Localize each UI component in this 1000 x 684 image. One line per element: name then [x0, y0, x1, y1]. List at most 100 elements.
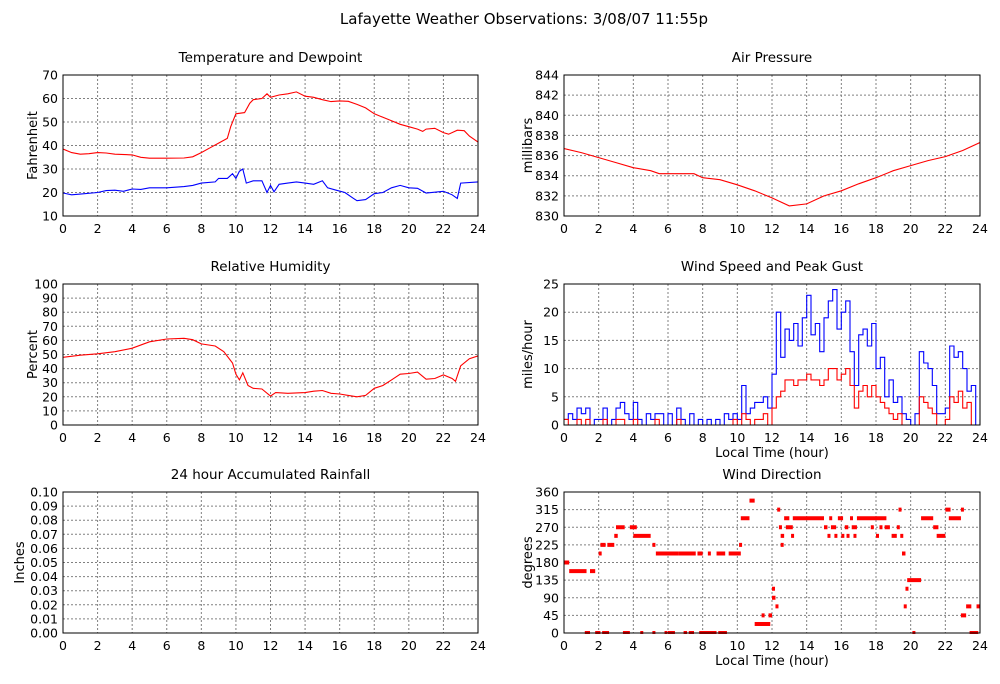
wind-direction-point	[945, 507, 951, 512]
y-tick-label: 0	[551, 626, 559, 641]
wind-direction-point	[834, 533, 838, 538]
plot-frame	[62, 74, 479, 217]
y-tick-label: 0.10	[30, 485, 58, 500]
y-axis-label: Inches	[13, 541, 28, 583]
y-tick-label: 315	[535, 502, 559, 517]
x-tick-label: 24	[470, 221, 486, 236]
y-tick-label: 135	[535, 573, 559, 588]
panel-title: Air Pressure	[732, 50, 812, 66]
x-tick-label: 4	[629, 221, 637, 236]
y-axis-label: miles/hour	[521, 319, 536, 388]
plot-area	[564, 142, 980, 207]
y-tick-label: 0.08	[30, 513, 58, 528]
y-tick-label: 0.07	[30, 527, 58, 542]
x-tick-label: 24	[470, 430, 486, 445]
wind-direction-point	[590, 569, 596, 574]
x-tick-label: 16	[332, 221, 348, 236]
wind-direction-point	[761, 613, 765, 618]
y-tick-label: 40	[42, 138, 58, 153]
wind-direction-point	[837, 516, 844, 521]
wind-direction-point	[846, 533, 850, 538]
wind-direction-point	[960, 507, 964, 512]
x-tick-label: 8	[699, 638, 707, 653]
y-tick-label: 0.06	[30, 541, 58, 556]
x-tick-label: 2	[94, 430, 102, 445]
x-tick-label: 10	[729, 638, 745, 653]
x-tick-label: 6	[163, 221, 171, 236]
y-tick-label: 840	[535, 108, 559, 123]
y-tick-label: 60	[42, 91, 58, 106]
wind-direction-point	[775, 604, 779, 609]
wind-direction-point	[607, 542, 615, 547]
wind-direction-point	[870, 525, 874, 530]
y-tick-label: 80	[42, 305, 58, 320]
wind-direction-point	[898, 507, 902, 512]
panel-title: Wind Speed and Peak Gust	[681, 259, 863, 275]
y-tick-label: 0.09	[30, 499, 58, 514]
x-tick-label: 0	[59, 221, 67, 236]
x-tick-label: 4	[629, 430, 637, 445]
y-tick-label: 5	[551, 389, 559, 404]
wind-direction-point	[740, 516, 750, 521]
y-tick-label: 0.04	[30, 569, 58, 584]
wind-direction-point	[652, 542, 656, 547]
x-tick-label: 20	[401, 430, 417, 445]
y-tick-label: 838	[535, 128, 559, 143]
wind-direction-point	[891, 533, 897, 538]
y-tick-label: 844	[535, 68, 559, 83]
y-tick-label: 70	[42, 319, 58, 334]
x-tick-label: 16	[833, 221, 849, 236]
y-tick-label: 842	[535, 88, 559, 103]
wind-direction-point	[907, 578, 922, 583]
x-axis-label: Local Time (hour)	[715, 446, 829, 461]
y-tick-label: 20	[543, 305, 559, 320]
series-line-relative-humidity	[63, 337, 478, 398]
x-tick-label: 10	[228, 221, 244, 236]
plot-area	[564, 498, 980, 634]
y-tick-label: 10	[543, 361, 559, 376]
x-tick-label: 10	[729, 430, 745, 445]
x-tick-label: 4	[128, 638, 136, 653]
x-tick-label: 6	[163, 638, 171, 653]
y-tick-label: 15	[543, 333, 559, 348]
wind-direction-point	[936, 533, 946, 538]
y-tick-label: 225	[535, 537, 559, 552]
wind-direction-point	[598, 551, 602, 556]
y-tick-label: 30	[42, 375, 58, 390]
y-tick-label: 50	[42, 347, 58, 362]
x-tick-label: 2	[595, 221, 603, 236]
x-tick-label: 16	[833, 638, 849, 653]
series-line-pressure	[564, 142, 980, 207]
main-title: Lafayette Weather Observations: 3/08/07 …	[340, 10, 708, 28]
x-tick-label: 10	[729, 221, 745, 236]
x-tick-label: 6	[664, 638, 672, 653]
series-line-temperature	[63, 91, 478, 159]
y-tick-label: 50	[42, 115, 58, 130]
x-axis-label: Local Time (hour)	[715, 654, 829, 669]
wind-direction-point	[966, 604, 972, 609]
wind-direction-point	[851, 525, 857, 530]
plot-frame	[563, 74, 981, 217]
wind-direction-point	[948, 516, 961, 521]
wind-direction-point	[780, 533, 785, 538]
plot-frame	[62, 283, 479, 426]
y-tick-label: 270	[535, 520, 559, 535]
x-tick-label: 12	[263, 638, 279, 653]
y-tick-label: 0	[551, 418, 559, 433]
x-tick-label: 24	[972, 430, 988, 445]
wind-direction-point	[903, 604, 907, 609]
wind-direction-point	[749, 498, 755, 503]
wind-direction-point	[850, 516, 853, 521]
plot-frame	[62, 491, 479, 634]
wind-direction-point	[900, 533, 904, 538]
x-tick-label: 8	[699, 221, 707, 236]
plot-area	[63, 91, 478, 202]
x-tick-label: 20	[401, 221, 417, 236]
y-tick-label: 832	[535, 188, 559, 203]
x-tick-label: 24	[972, 221, 988, 236]
y-tick-label: 0	[50, 418, 58, 433]
wind-direction-point	[827, 533, 831, 538]
x-tick-label: 14	[297, 638, 313, 653]
wind-direction-point	[933, 525, 939, 530]
